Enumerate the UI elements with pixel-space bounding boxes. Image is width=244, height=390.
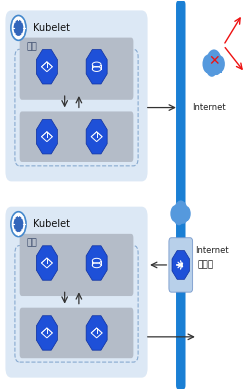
FancyBboxPatch shape — [206, 64, 222, 73]
Polygon shape — [86, 246, 107, 280]
Circle shape — [174, 200, 188, 224]
Circle shape — [170, 205, 181, 222]
Circle shape — [173, 207, 184, 225]
FancyBboxPatch shape — [20, 37, 133, 100]
Text: Kubelet: Kubelet — [33, 23, 70, 33]
FancyBboxPatch shape — [20, 234, 133, 296]
Text: Internet: Internet — [192, 103, 226, 112]
Circle shape — [211, 56, 222, 75]
Text: 服务: 服务 — [27, 42, 38, 51]
Polygon shape — [36, 316, 57, 350]
Circle shape — [13, 216, 23, 232]
Text: Internet: Internet — [195, 246, 229, 255]
Polygon shape — [86, 316, 107, 350]
Text: ✕: ✕ — [208, 54, 220, 68]
Circle shape — [181, 206, 191, 222]
Circle shape — [11, 212, 26, 237]
Text: 流入量: 流入量 — [197, 261, 214, 269]
FancyBboxPatch shape — [173, 214, 188, 222]
FancyBboxPatch shape — [20, 308, 133, 358]
Polygon shape — [86, 50, 107, 84]
FancyBboxPatch shape — [5, 207, 148, 378]
Polygon shape — [86, 119, 107, 154]
Circle shape — [206, 56, 218, 77]
Circle shape — [214, 55, 225, 73]
FancyBboxPatch shape — [20, 112, 133, 162]
Polygon shape — [172, 251, 190, 279]
Circle shape — [13, 20, 23, 36]
Circle shape — [11, 16, 26, 40]
FancyBboxPatch shape — [176, 1, 185, 389]
Circle shape — [206, 50, 222, 75]
Polygon shape — [36, 119, 57, 154]
Circle shape — [178, 207, 188, 224]
FancyBboxPatch shape — [169, 238, 193, 292]
Circle shape — [203, 55, 214, 73]
Text: 服务: 服务 — [27, 239, 38, 248]
Polygon shape — [36, 50, 57, 84]
Polygon shape — [36, 246, 57, 280]
FancyBboxPatch shape — [5, 11, 148, 181]
Text: Kubelet: Kubelet — [33, 219, 70, 229]
